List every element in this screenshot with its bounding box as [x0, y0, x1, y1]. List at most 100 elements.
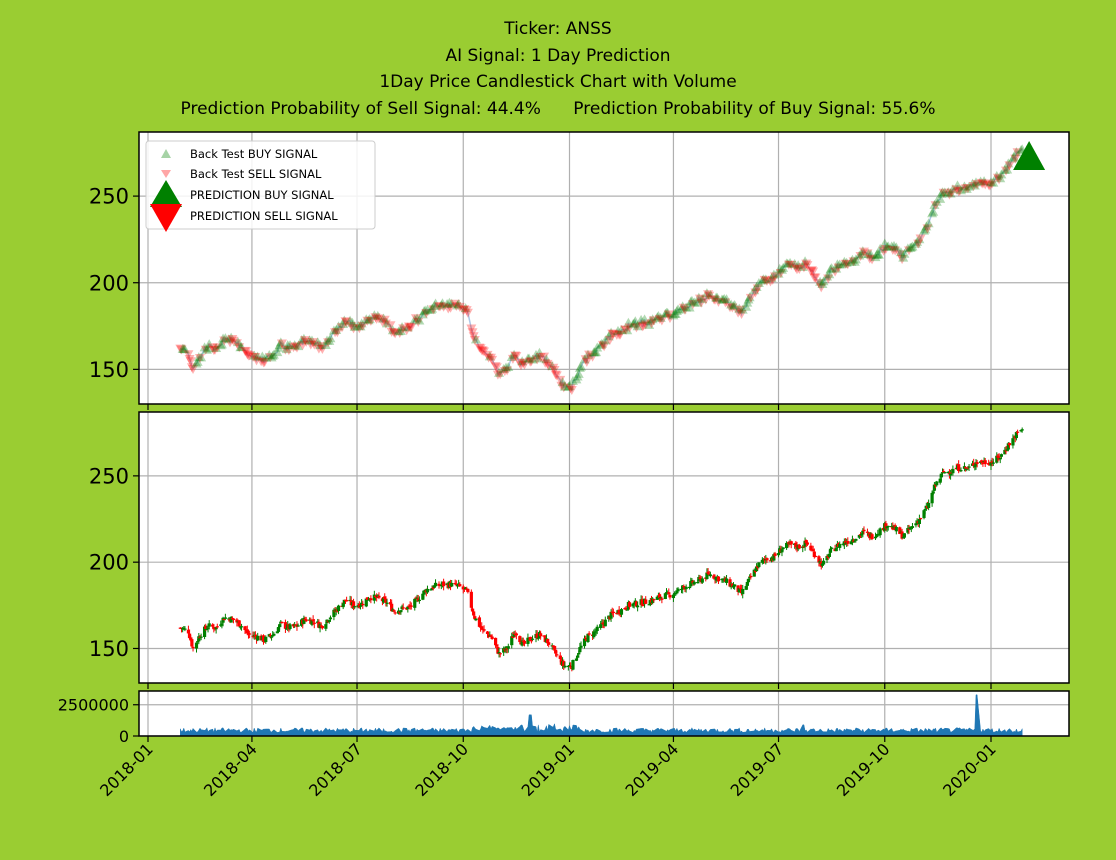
- backtest-sell-marker: [490, 362, 501, 372]
- backtest-buy-marker: [623, 317, 634, 327]
- candle-body: [910, 526, 915, 528]
- candle-body: [634, 601, 639, 607]
- candle-body: [997, 456, 1001, 460]
- backtest-buy-marker: [883, 241, 894, 251]
- backtest-buy-marker: [778, 262, 789, 272]
- backtest-buy-marker: [936, 188, 947, 198]
- candle-body: [284, 628, 289, 630]
- candle-body: [485, 631, 490, 635]
- backtest-sell-marker: [558, 383, 569, 393]
- backtest-sell-marker: [604, 335, 615, 345]
- prediction-buy-marker: [1013, 140, 1046, 170]
- candle-body: [554, 649, 558, 654]
- candle-body: [393, 612, 397, 614]
- backtest-buy-marker: [498, 363, 509, 373]
- backtest-sell-marker: [549, 365, 560, 375]
- candle-body: [821, 560, 826, 565]
- backtest-sell-marker: [462, 308, 473, 318]
- backtest-buy-marker: [409, 314, 420, 324]
- backtest-sell-marker: [984, 181, 995, 191]
- candle-body: [288, 624, 292, 630]
- backtest-buy-marker: [999, 165, 1010, 175]
- backtest-buy-marker: [629, 318, 640, 328]
- candle-body: [268, 634, 273, 637]
- backtest-sell-marker: [377, 317, 388, 327]
- candle-body: [648, 600, 652, 606]
- backtest-sell-marker: [301, 337, 312, 347]
- backtest-buy-marker: [753, 277, 764, 287]
- backtest-buy-marker: [970, 177, 981, 187]
- backtest-sell-marker: [710, 295, 721, 305]
- candle-body: [846, 541, 850, 544]
- candle-body: [409, 605, 413, 607]
- candle-body: [812, 551, 816, 557]
- backtest-buy-marker: [484, 351, 495, 361]
- backtest-sell-marker: [915, 234, 926, 244]
- backtest-buy-marker: [355, 321, 366, 331]
- backtest-buy-marker: [721, 294, 732, 304]
- candle-body: [416, 598, 420, 602]
- backtest-buy-marker: [446, 298, 457, 308]
- backtest-sell-marker: [696, 298, 707, 308]
- candle-body: [780, 549, 784, 553]
- candle-body: [802, 546, 806, 548]
- backtest-buy-marker: [773, 268, 784, 278]
- backtest-sell-marker: [330, 328, 341, 338]
- backtest-sell-marker: [510, 351, 521, 361]
- backtest-buy-marker: [847, 254, 858, 264]
- candle-body: [660, 598, 664, 600]
- x-tick-label: 2019-10: [833, 739, 894, 800]
- backtest-buy-marker: [500, 362, 511, 372]
- backtest-buy-marker: [774, 263, 785, 273]
- backtest-sell-marker: [388, 328, 399, 338]
- backtest-buy-marker: [895, 247, 906, 257]
- backtest-buy-marker: [285, 340, 296, 350]
- candle-body: [536, 637, 540, 639]
- candle-body: [472, 611, 476, 616]
- backtest-buy-marker: [758, 274, 769, 284]
- backtest-sell-marker: [807, 266, 818, 276]
- backtest-buy-marker: [850, 254, 861, 264]
- backtest-sell-marker: [468, 332, 479, 342]
- candle-body: [671, 594, 676, 599]
- backtest-buy-marker: [220, 333, 231, 343]
- candle-body: [545, 639, 550, 643]
- backtest-buy-marker: [417, 309, 428, 319]
- candle-body: [319, 625, 323, 627]
- backtest-sell-marker: [890, 246, 901, 256]
- backtest-buy-marker: [613, 325, 624, 335]
- candle-body: [878, 528, 882, 536]
- backtest-buy-marker: [910, 238, 921, 248]
- candle-body: [918, 518, 923, 520]
- candle-body: [603, 619, 607, 627]
- backtest-sell-marker: [194, 354, 205, 364]
- candle-body: [615, 612, 619, 615]
- backtest-buy-marker: [928, 206, 939, 216]
- backtest-buy-marker: [902, 243, 913, 253]
- backtest-buy-marker: [289, 340, 300, 350]
- candle-body: [454, 583, 458, 586]
- backtest-buy-marker: [818, 276, 829, 286]
- backtest-buy-marker: [218, 333, 229, 343]
- candle-body: [455, 584, 460, 586]
- candle-body: [760, 559, 764, 563]
- backtest-sell-marker: [467, 328, 478, 338]
- backtest-buy-marker: [274, 339, 285, 349]
- candle-body: [870, 534, 874, 539]
- backtest-sell-marker: [231, 339, 242, 349]
- candle-body: [575, 655, 580, 658]
- candle-body: [966, 467, 970, 469]
- candle-body: [502, 648, 506, 653]
- backtest-buy-marker: [430, 298, 441, 308]
- backtest-buy-marker: [503, 362, 514, 372]
- backtest-buy-marker: [306, 335, 317, 345]
- y-tick-label: 200: [89, 271, 129, 295]
- backtest-sell-marker: [543, 361, 554, 371]
- candle-body: [900, 531, 904, 539]
- candle-body: [860, 533, 864, 536]
- backtest-buy-marker: [906, 242, 917, 252]
- backtest-sell-marker: [611, 330, 622, 340]
- backtest-sell-marker: [248, 352, 259, 362]
- backtest-sell-marker: [770, 272, 781, 282]
- candle-body: [917, 518, 922, 525]
